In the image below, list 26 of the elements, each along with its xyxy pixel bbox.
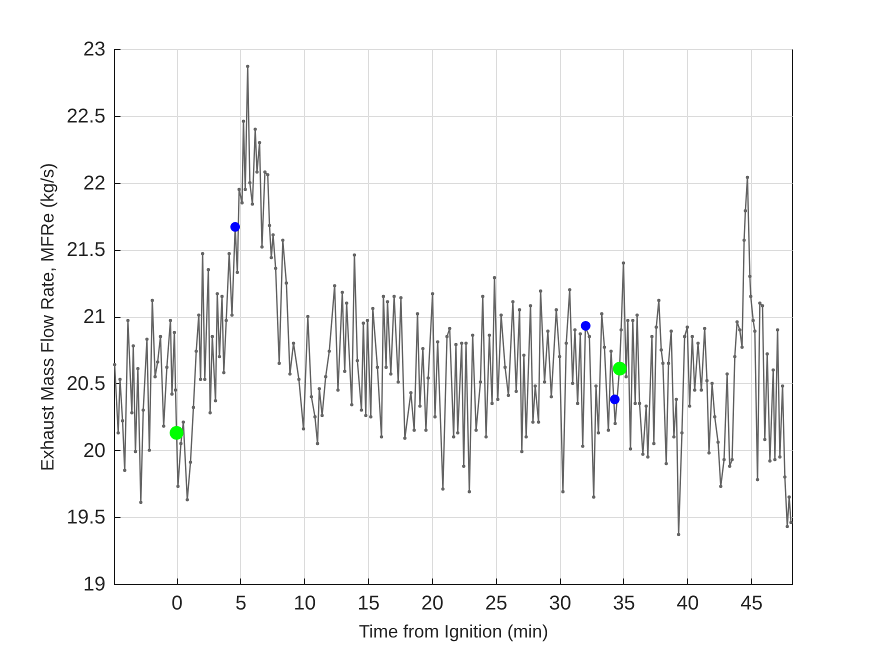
y-tick-label: 22.5 [66, 105, 106, 128]
y-tick-label: 20 [83, 440, 106, 462]
x-tick-label: 45 [740, 592, 763, 614]
point [610, 394, 620, 404]
x-tick-label: 15 [357, 592, 380, 614]
x-tick-label: 20 [421, 592, 444, 614]
y-tick-label: 21.5 [66, 239, 106, 262]
y-axis-title: Exhaust Mass Flow Rate, MFRe (kg/s) [38, 162, 58, 472]
point [170, 426, 184, 440]
x-tick-label: 35 [612, 592, 636, 614]
x-tick-label: 40 [676, 592, 699, 614]
y-tick-label: 21 [83, 306, 106, 328]
point [230, 222, 240, 232]
x-tick-label: 10 [294, 592, 316, 614]
point [580, 321, 591, 331]
y-tick-label: 23 [83, 38, 106, 60]
x-tick-label: 0 [172, 592, 183, 614]
y-tick-label: 19 [83, 574, 106, 596]
x-tick-label: 30 [548, 592, 572, 614]
x-tick-label: 25 [485, 592, 508, 614]
point [612, 362, 627, 376]
y-tick-label: 19.5 [66, 506, 106, 529]
x-axis-title: Time from Ignition (min) [358, 622, 548, 642]
y-tick-label: 20.5 [66, 372, 106, 395]
y-tick-label: 22 [83, 172, 106, 194]
x-tick-label: 5 [235, 592, 246, 614]
